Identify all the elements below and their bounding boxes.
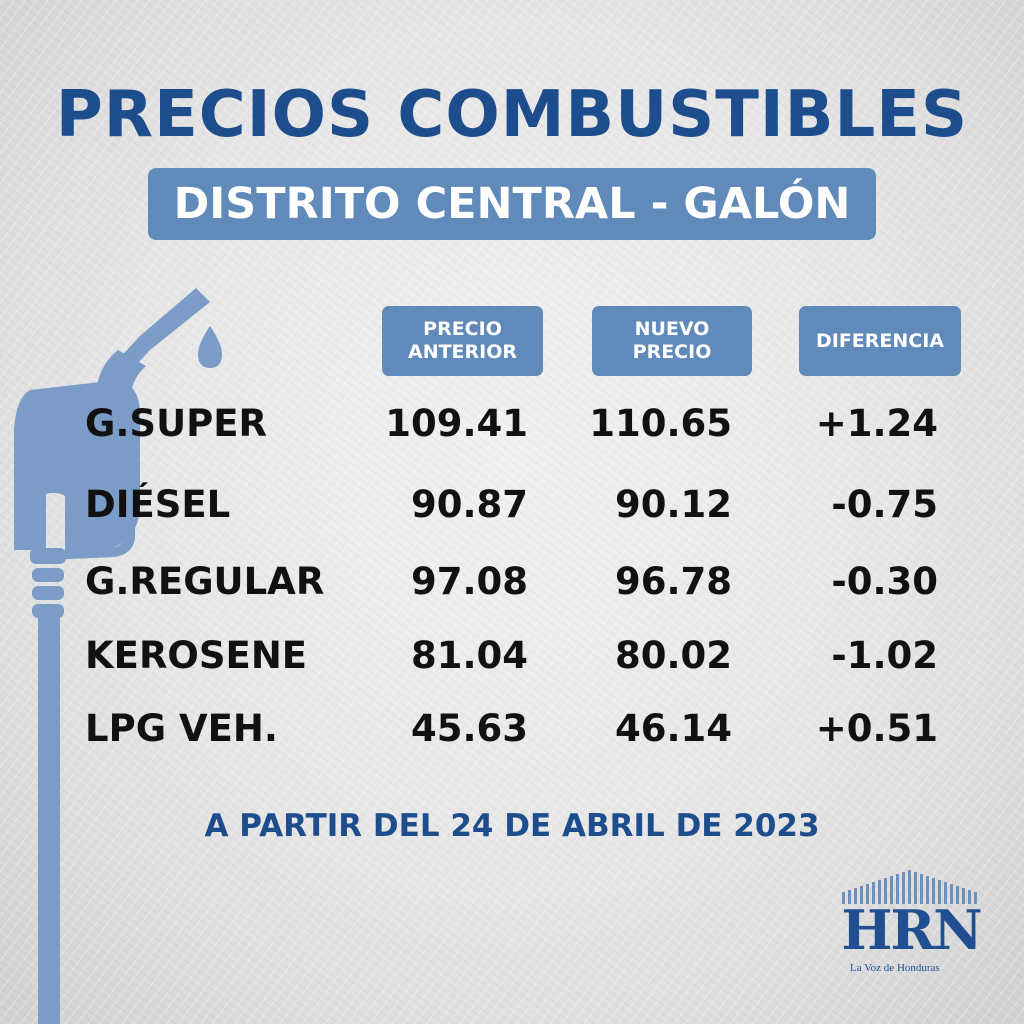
table-row: G.SUPER 109.41 110.65 +1.24 (0, 396, 1024, 452)
table-row: KEROSENE 81.04 80.02 -1.02 (0, 628, 1024, 684)
fuel-name: LPG VEH. (85, 707, 278, 750)
new-price: 80.02 (614, 634, 732, 677)
new-price: 46.14 (614, 707, 732, 750)
signal-bars-icon (842, 870, 977, 904)
fuel-name: G.REGULAR (85, 560, 325, 603)
fuel-name: DIÉSEL (85, 483, 231, 526)
column-header-previous-price: PRECIO ANTERIOR (382, 306, 543, 376)
previous-price: 97.08 (410, 560, 528, 603)
fuel-name: KEROSENE (85, 634, 308, 677)
table-row: DIÉSEL 90.87 90.12 -0.75 (0, 477, 1024, 533)
subtitle-text: DISTRITO CENTRAL - GALÓN (173, 179, 851, 229)
new-price: 110.65 (589, 402, 732, 445)
table-row: LPG VEH. 45.63 46.14 +0.51 (0, 701, 1024, 757)
fuel-name: G.SUPER (85, 402, 268, 445)
hrn-logo: HRN La Voz de Honduras (836, 868, 986, 978)
table-row: G.REGULAR 97.08 96.78 -0.30 (0, 554, 1024, 610)
price-difference: -0.30 (831, 560, 938, 603)
previous-price: 45.63 (410, 707, 528, 750)
previous-price: 81.04 (410, 634, 528, 677)
previous-price: 109.41 (385, 402, 528, 445)
logo-tagline: La Voz de Honduras (850, 962, 940, 974)
new-price: 90.12 (614, 483, 732, 526)
column-header-difference: DIFERENCIA (799, 306, 961, 376)
effective-date: A PARTIR DEL 24 DE ABRIL DE 2023 (204, 808, 820, 844)
price-difference: +0.51 (815, 707, 938, 750)
previous-price: 90.87 (410, 483, 528, 526)
price-difference: +1.24 (815, 402, 938, 445)
fuel-nozzle-icon (14, 288, 222, 1024)
fuel-drop-icon (198, 326, 222, 368)
price-difference: -1.02 (831, 634, 938, 677)
logo-wordmark: HRN (841, 898, 982, 962)
column-header-new-price: NUEVO PRECIO (592, 306, 752, 376)
new-price: 96.78 (614, 560, 732, 603)
subtitle-banner: DISTRITO CENTRAL - GALÓN (148, 168, 876, 240)
price-difference: -0.75 (831, 483, 938, 526)
page-title: PRECIOS COMBUSTIBLES (55, 78, 969, 152)
